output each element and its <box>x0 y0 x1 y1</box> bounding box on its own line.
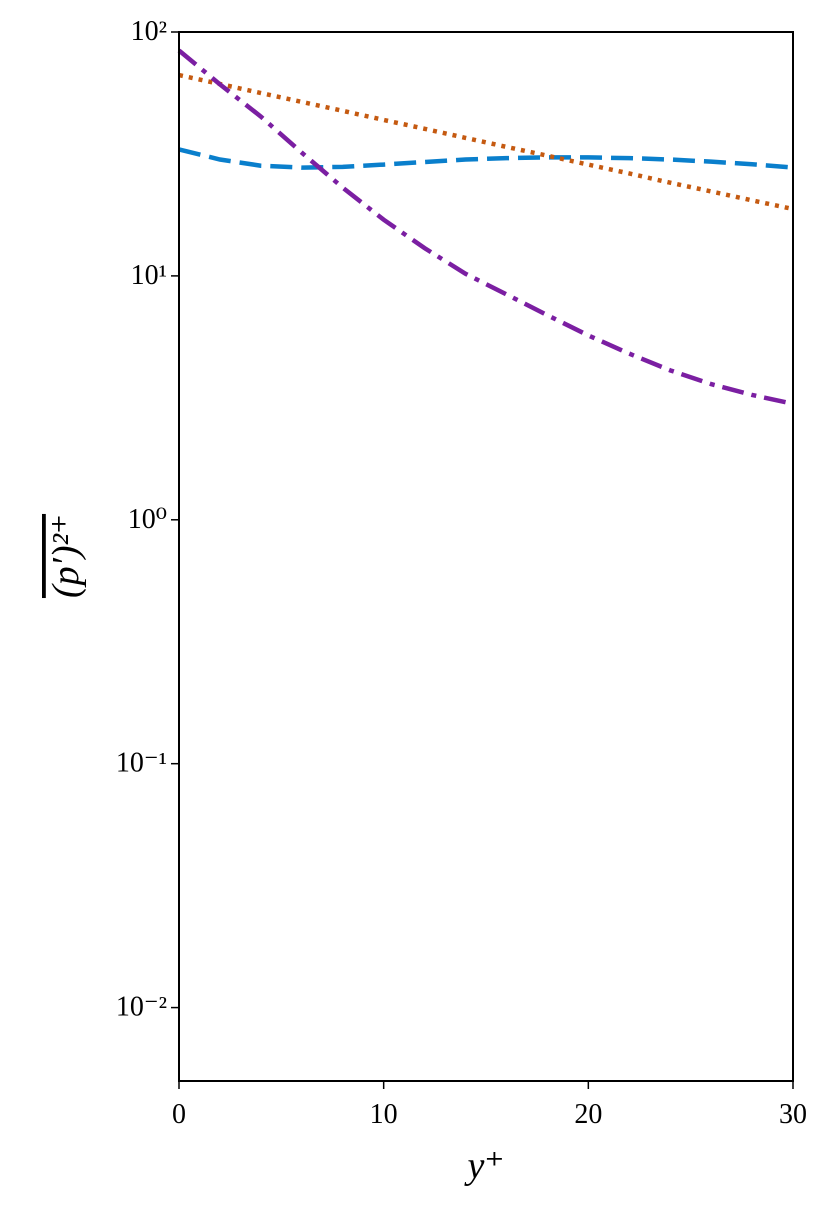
y-tick-label: 10⁰ <box>128 504 167 535</box>
y-tick-label: 10² <box>131 16 167 47</box>
x-axis-label: y⁺ <box>464 1145 505 1187</box>
x-tick-label: 0 <box>172 1099 186 1130</box>
y-axis-label: (p′)²⁺ <box>45 514 87 598</box>
plot-frame <box>178 31 794 1082</box>
y-tick-label: 10⁻¹ <box>116 748 167 779</box>
y-tick-label: 10¹ <box>131 260 167 291</box>
x-tick-label: 30 <box>779 1099 807 1130</box>
series-line <box>178 147 794 170</box>
x-tick-label: 20 <box>574 1099 602 1130</box>
x-tick-label: 10 <box>370 1099 398 1130</box>
y-tick-label: 10⁻² <box>116 992 167 1023</box>
series-line <box>177 48 794 406</box>
series-line <box>178 72 794 212</box>
